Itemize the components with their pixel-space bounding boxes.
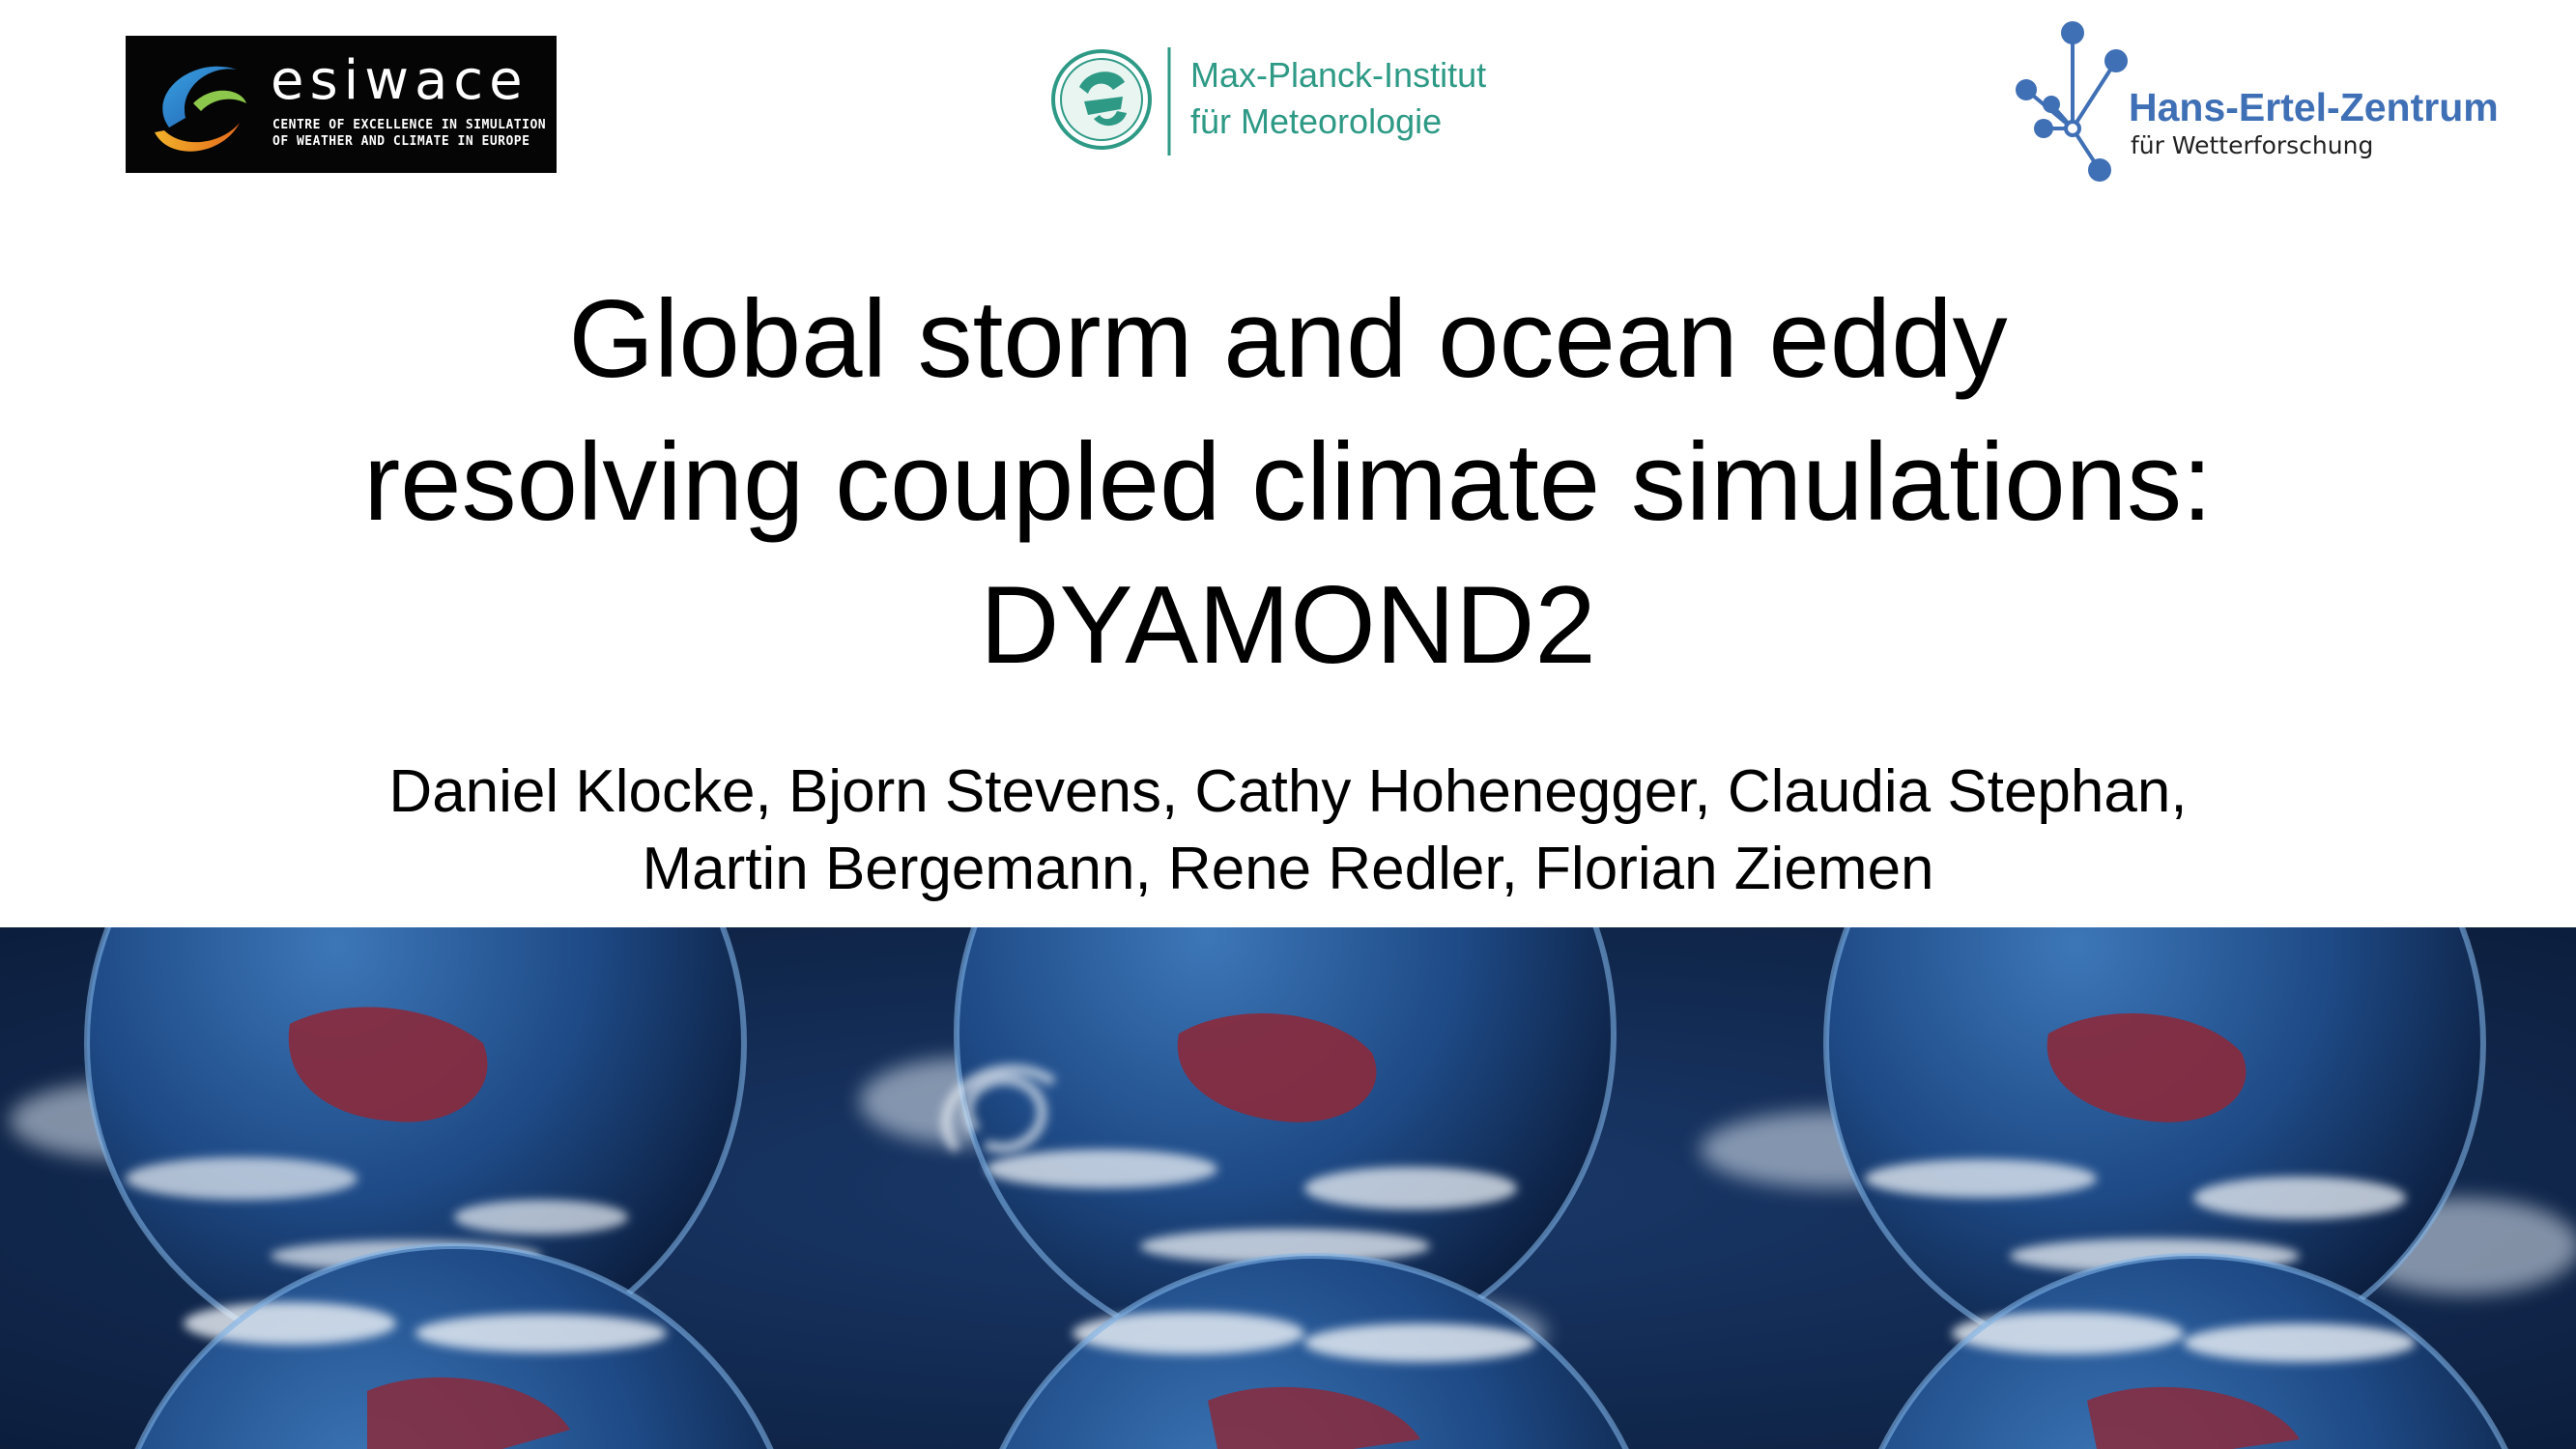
mpi-logo: Max-Planck-Institut für Meteorologie [1045, 43, 1509, 159]
esiwace-tagline: CENTRE OF EXCELLENCE IN SIMULATION OF WE… [272, 118, 547, 149]
authors-line-2: Martin Bergemann, Rene Redler, Florian Z… [642, 836, 1934, 902]
globe-5 [999, 1253, 1629, 1449]
globe-banner-image [0, 927, 2576, 1449]
slide-title: Global storm and ocean eddy resolving co… [0, 269, 2576, 697]
mpi-name-line2: für Meteorologie [1190, 101, 1443, 141]
globe-6 [1878, 1253, 2508, 1449]
authors-line-1: Daniel Klocke, Bjorn Stevens, Cathy Hohe… [388, 758, 2188, 825]
hez-name-line2: für Wetterforschung [2131, 131, 2374, 159]
title-line-3: DYAMOND2 [980, 564, 1596, 687]
author-list: Daniel Klocke, Bjorn Stevens, Cathy Hohe… [0, 753, 2576, 908]
globe-collage [0, 927, 2576, 1449]
globe-3 [1823, 927, 2486, 1375]
mpi-minerva-icon [1051, 47, 1171, 156]
globe-4 [134, 1243, 774, 1449]
globe-2 [954, 927, 1617, 1365]
hez-name-line1: Hans-Ertel-Zentrum [2129, 85, 2499, 129]
cyclone-icon [941, 1065, 1056, 1153]
title-line-2: resolving coupled climate simulations: [363, 421, 2213, 544]
title-line-1: Global storm and ocean eddy [568, 278, 2008, 401]
hez-logo: Hans-Ertel-Zentrum für Wetterforschung [2005, 17, 2546, 191]
hez-network-icon [2016, 21, 2128, 182]
esiwace-swirl-icon [155, 66, 246, 152]
esiwace-wordmark: esiwace [271, 49, 529, 112]
esiwace-logo: esiwace CENTRE OF EXCELLENCE IN SIMULATI… [126, 36, 557, 173]
mpi-name-line1: Max-Planck-Institut [1190, 55, 1487, 95]
